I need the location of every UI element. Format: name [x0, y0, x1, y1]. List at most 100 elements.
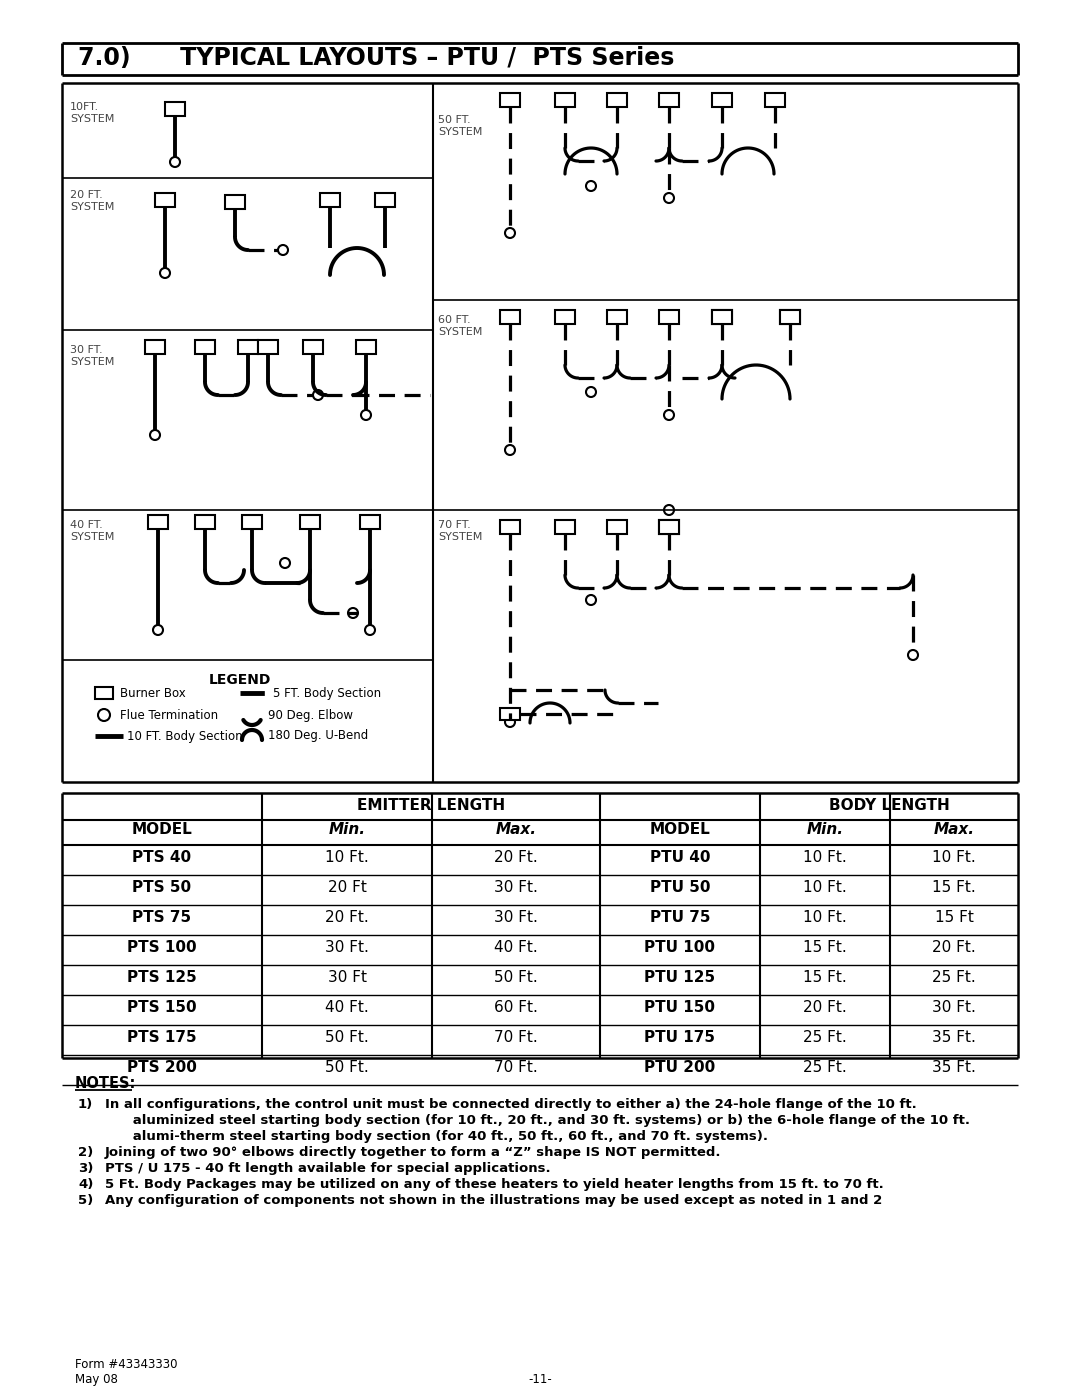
Text: 4): 4) — [78, 1178, 93, 1192]
Text: 20 Ft: 20 Ft — [327, 880, 366, 895]
Text: 35 Ft.: 35 Ft. — [932, 1060, 976, 1076]
Text: alumi-therm steel starting body section (for 40 ft., 50 ft., 60 ft., and 70 ft. : alumi-therm steel starting body section … — [105, 1130, 768, 1143]
Text: 50 Ft.: 50 Ft. — [325, 1030, 369, 1045]
Text: 10 FT. Body Section: 10 FT. Body Section — [127, 731, 243, 743]
Text: 5 FT. Body Section: 5 FT. Body Section — [273, 687, 381, 700]
Bar — [659, 520, 679, 534]
Text: 10 Ft.: 10 Ft. — [932, 849, 976, 865]
Text: PTU 175: PTU 175 — [645, 1030, 715, 1045]
Text: 20 Ft.: 20 Ft. — [325, 909, 369, 925]
Text: 40 Ft.: 40 Ft. — [325, 1000, 369, 1016]
Text: 60 FT.
SYSTEM: 60 FT. SYSTEM — [438, 314, 483, 337]
Text: Burner Box: Burner Box — [120, 687, 186, 700]
Text: 15 Ft.: 15 Ft. — [932, 880, 976, 895]
Text: PTU 200: PTU 200 — [645, 1060, 716, 1076]
Text: PTS 75: PTS 75 — [133, 909, 191, 925]
Bar — [356, 339, 376, 353]
Text: 40 FT.
SYSTEM: 40 FT. SYSTEM — [70, 520, 114, 542]
Text: 5): 5) — [78, 1194, 93, 1207]
Text: 20 FT.
SYSTEM: 20 FT. SYSTEM — [70, 190, 114, 211]
Text: 60 Ft.: 60 Ft. — [494, 1000, 538, 1016]
Text: MODEL: MODEL — [650, 821, 711, 837]
Bar — [225, 196, 245, 210]
Text: PTS 150: PTS 150 — [127, 1000, 197, 1016]
Bar — [555, 520, 575, 534]
Text: 30 FT.
SYSTEM: 30 FT. SYSTEM — [70, 345, 114, 366]
Bar — [607, 94, 627, 108]
Bar — [300, 515, 320, 529]
Text: MODEL: MODEL — [132, 821, 192, 837]
Text: 70 FT.
SYSTEM: 70 FT. SYSTEM — [438, 520, 483, 542]
Bar — [555, 310, 575, 324]
Bar — [238, 339, 258, 353]
Bar — [156, 193, 175, 207]
Text: 10 Ft.: 10 Ft. — [325, 849, 369, 865]
Text: In all configurations, the control unit must be connected directly to either a) : In all configurations, the control unit … — [105, 1098, 917, 1111]
Bar — [712, 310, 732, 324]
Bar — [780, 310, 800, 324]
Text: PTU 75: PTU 75 — [650, 909, 711, 925]
Text: 50 Ft.: 50 Ft. — [325, 1060, 369, 1076]
Text: 15 Ft.: 15 Ft. — [804, 940, 847, 956]
Text: PTU 150: PTU 150 — [645, 1000, 715, 1016]
Text: PTS 200: PTS 200 — [127, 1060, 197, 1076]
Bar — [555, 94, 575, 108]
Text: 30 Ft.: 30 Ft. — [932, 1000, 976, 1016]
Text: Any configuration of components not shown in the illustrations may be used excep: Any configuration of components not show… — [105, 1194, 882, 1207]
Text: 40 Ft.: 40 Ft. — [495, 940, 538, 956]
Bar — [607, 520, 627, 534]
Bar — [607, 310, 627, 324]
Text: LEGEND: LEGEND — [208, 673, 271, 687]
Text: 30 Ft: 30 Ft — [327, 970, 366, 985]
Text: Max.: Max. — [933, 821, 974, 837]
Text: 20 Ft.: 20 Ft. — [495, 849, 538, 865]
Bar — [360, 515, 380, 529]
Bar — [500, 520, 519, 534]
Text: PTS 125: PTS 125 — [127, 970, 197, 985]
Text: PTU 100: PTU 100 — [645, 940, 715, 956]
Bar — [712, 310, 732, 324]
Bar — [659, 94, 679, 108]
Text: 50 Ft.: 50 Ft. — [495, 970, 538, 985]
Bar — [303, 339, 323, 353]
Text: PTS 50: PTS 50 — [133, 880, 191, 895]
Text: 5 Ft. Body Packages may be utilized on any of these heaters to yield heater leng: 5 Ft. Body Packages may be utilized on a… — [105, 1178, 883, 1192]
Bar — [165, 102, 185, 116]
Text: PTU 50: PTU 50 — [650, 880, 711, 895]
Text: 30 Ft.: 30 Ft. — [494, 909, 538, 925]
Bar — [258, 339, 278, 353]
Text: 180 Deg. U-Bend: 180 Deg. U-Bend — [268, 729, 368, 742]
Text: Flue Termination: Flue Termination — [120, 710, 218, 722]
Text: 25 Ft.: 25 Ft. — [932, 970, 976, 985]
Bar — [659, 310, 679, 324]
Bar — [148, 515, 168, 529]
Text: PTU 125: PTU 125 — [645, 970, 716, 985]
Text: 70 Ft.: 70 Ft. — [495, 1030, 538, 1045]
Bar — [712, 94, 732, 108]
Bar — [145, 339, 165, 353]
Text: BODY LENGTH: BODY LENGTH — [828, 798, 949, 813]
Text: 30 Ft.: 30 Ft. — [325, 940, 369, 956]
Bar — [500, 310, 519, 324]
Text: Form #43343330: Form #43343330 — [75, 1358, 177, 1370]
Text: 50 FT.
SYSTEM: 50 FT. SYSTEM — [438, 115, 483, 137]
Text: -11-: -11- — [528, 1373, 552, 1386]
Text: 7.0)      TYPICAL LAYOUTS – PTU /  PTS Series: 7.0) TYPICAL LAYOUTS – PTU / PTS Series — [78, 46, 674, 70]
Text: NOTES:: NOTES: — [75, 1076, 136, 1091]
Bar — [320, 193, 340, 207]
Text: 10FT.
SYSTEM: 10FT. SYSTEM — [70, 102, 114, 123]
Bar — [780, 310, 800, 324]
Text: Min.: Min. — [328, 821, 365, 837]
Text: 70 Ft.: 70 Ft. — [495, 1060, 538, 1076]
Text: EMITTER LENGTH: EMITTER LENGTH — [356, 798, 505, 813]
Bar — [765, 94, 785, 108]
Text: 15 Ft: 15 Ft — [934, 909, 973, 925]
Text: 30 Ft.: 30 Ft. — [494, 880, 538, 895]
Bar — [659, 520, 679, 534]
Bar — [242, 515, 262, 529]
Bar — [500, 708, 519, 719]
Text: 25 Ft.: 25 Ft. — [804, 1030, 847, 1045]
Text: Min.: Min. — [807, 821, 843, 837]
Bar — [195, 339, 215, 353]
Text: 1): 1) — [78, 1098, 93, 1111]
